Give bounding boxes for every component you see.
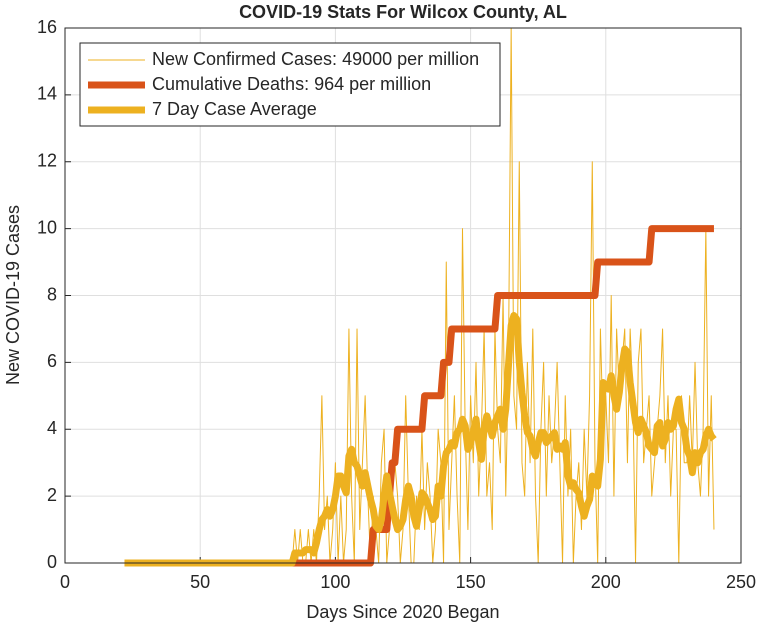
- x-tick-label: 50: [190, 572, 210, 592]
- y-tick-label: 10: [37, 217, 57, 237]
- chart-title: COVID-19 Stats For Wilcox County, AL: [239, 2, 567, 22]
- y-tick-label: 2: [47, 485, 57, 505]
- x-tick-label: 150: [456, 572, 486, 592]
- x-tick-label: 100: [320, 572, 350, 592]
- x-axis-label: Days Since 2020 Began: [306, 602, 499, 622]
- axes-box: [64, 27, 742, 564]
- legend-box: [79, 42, 501, 127]
- y-tick-label: 16: [37, 17, 57, 37]
- x-tick-label: 200: [591, 572, 621, 592]
- y-tick-label: 12: [37, 151, 57, 171]
- y-tick-label: 4: [47, 418, 57, 438]
- legend-label: New Confirmed Cases: 49000 per million: [152, 49, 479, 69]
- legend-label: 7 Day Case Average: [152, 99, 317, 119]
- y-tick-label: 6: [47, 351, 57, 371]
- x-tick-label: 250: [726, 572, 756, 592]
- y-tick-label: 0: [47, 552, 57, 572]
- y-axis-label: New COVID-19 Cases: [3, 205, 23, 385]
- x-tick-label: 0: [60, 572, 70, 592]
- y-tick-label: 14: [37, 84, 57, 104]
- legend-label: Cumulative Deaths: 964 per million: [152, 74, 431, 94]
- y-tick-label: 8: [47, 284, 57, 304]
